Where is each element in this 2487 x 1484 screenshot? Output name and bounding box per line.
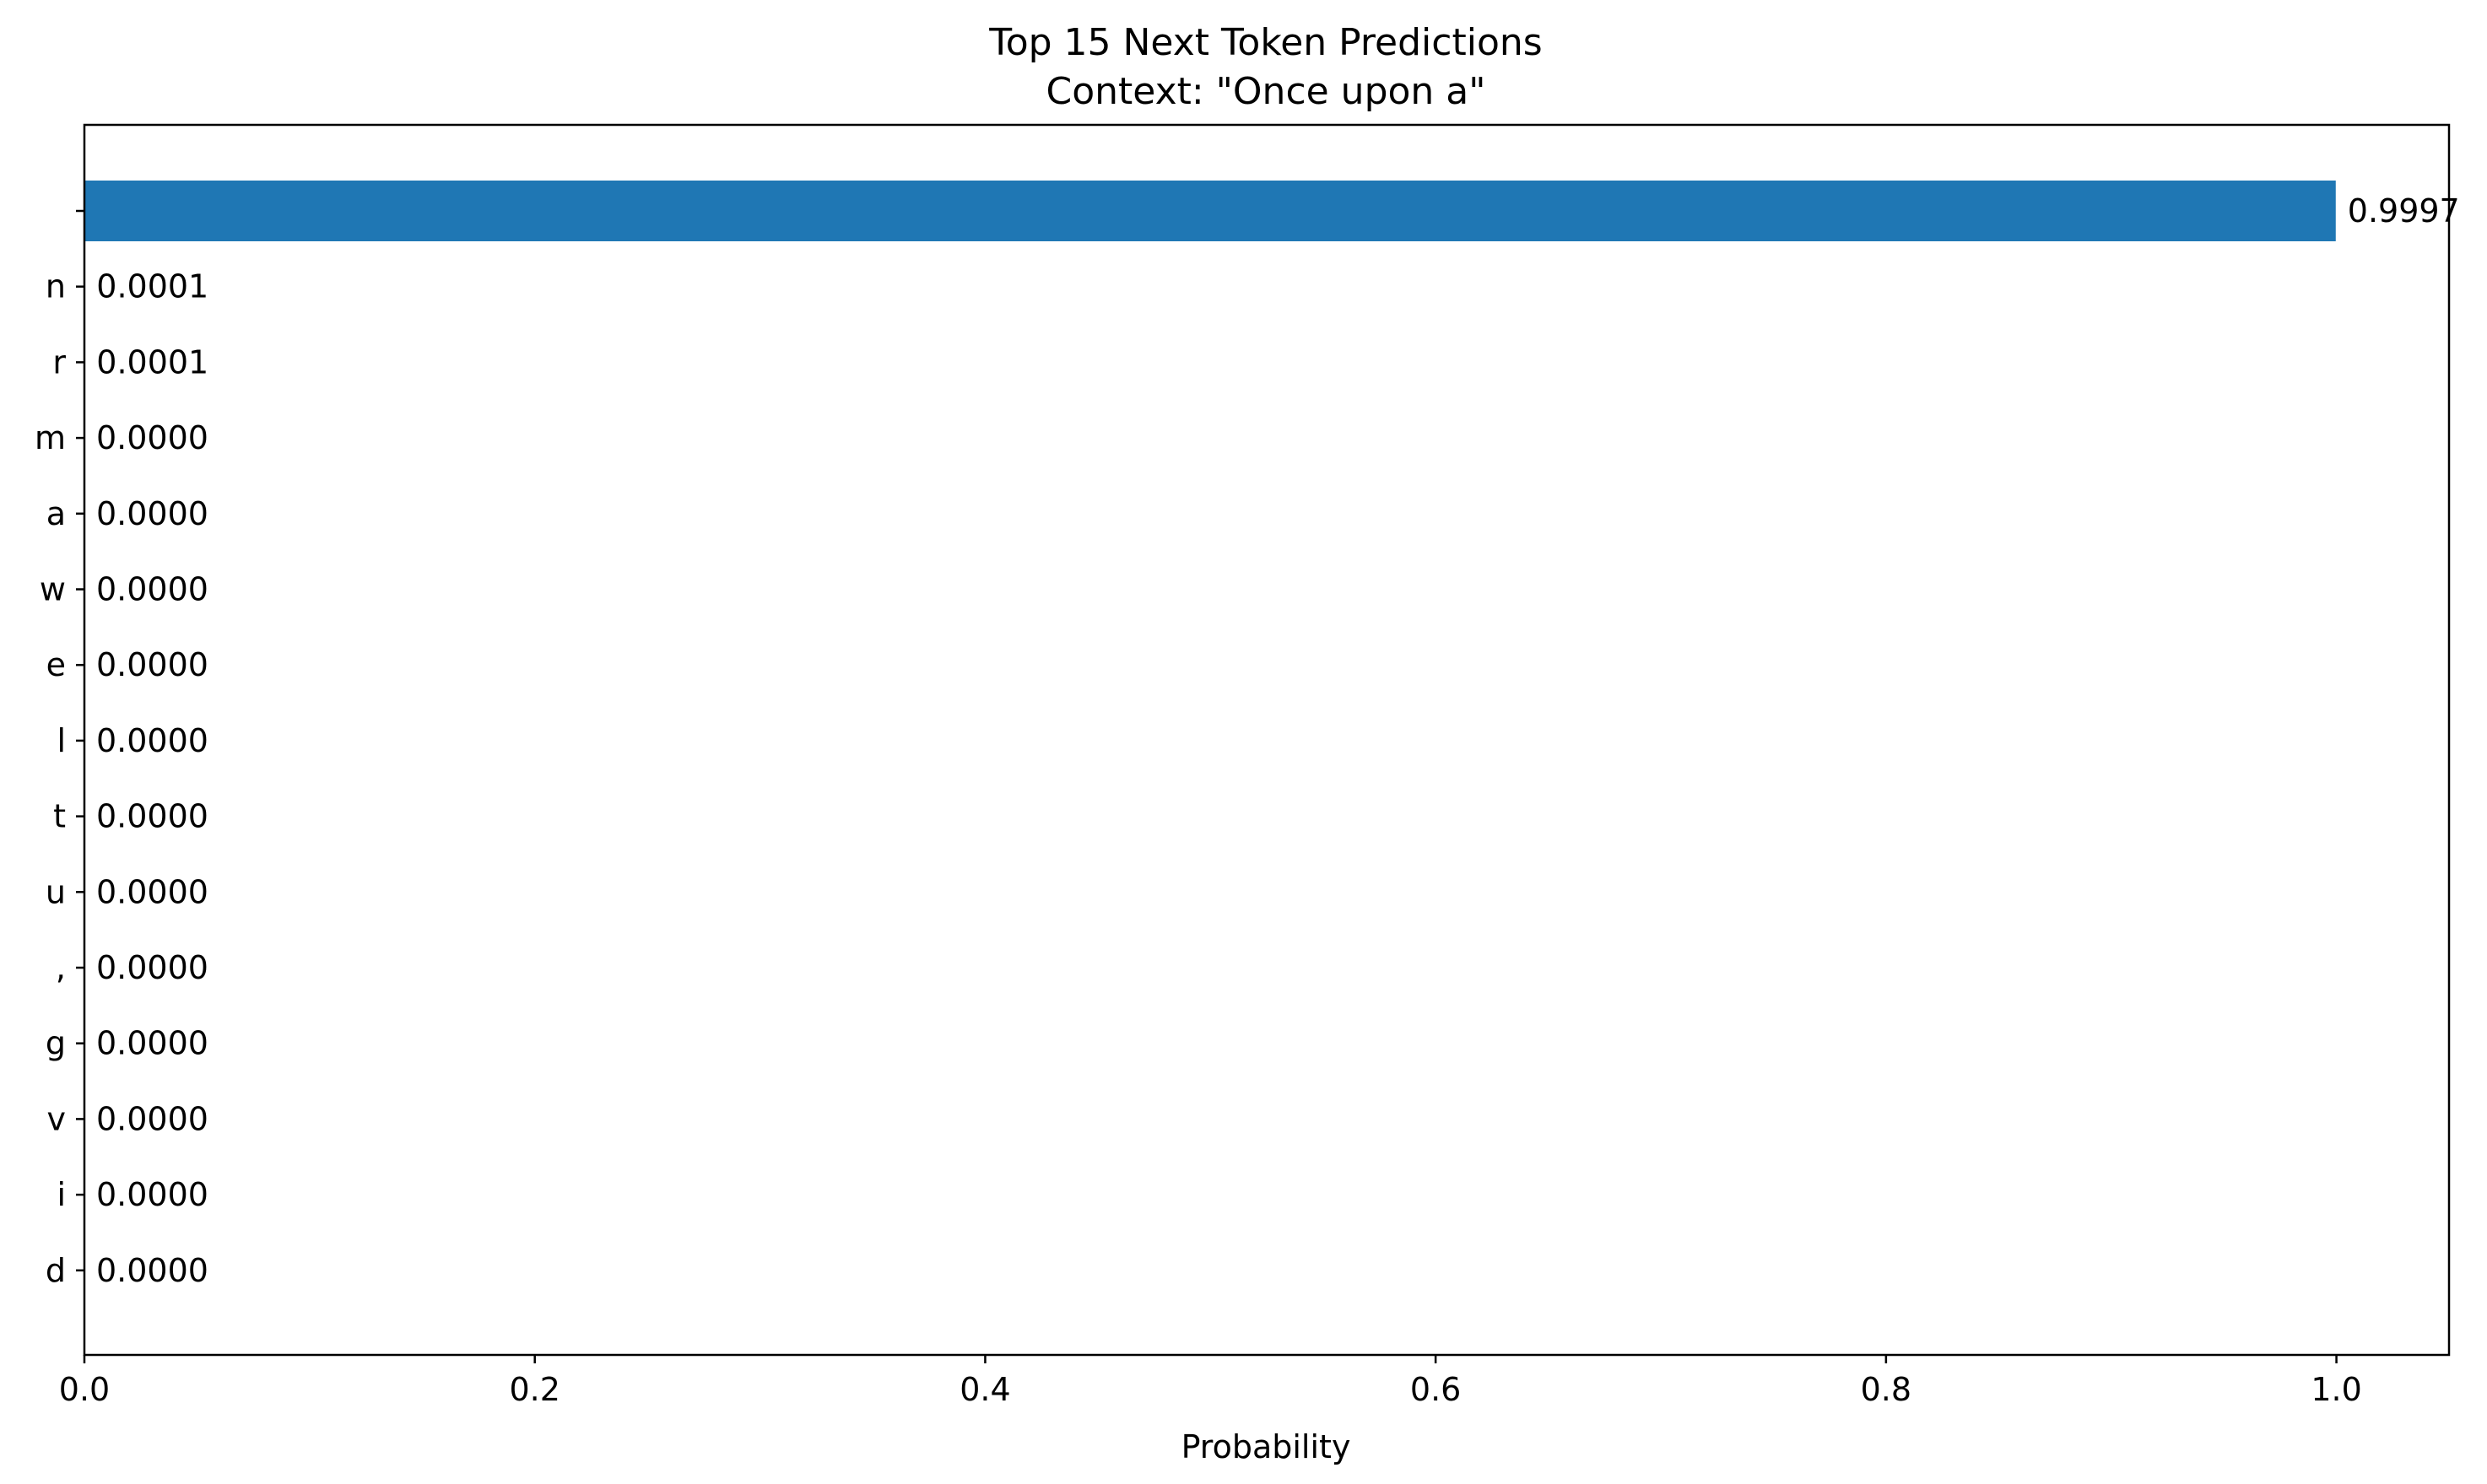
y-tick-label-8: t: [53, 798, 66, 835]
value-label-1: 0.0001: [96, 268, 208, 305]
y-tick-label-0: [56, 192, 66, 229]
value-label-10: 0.0000: [96, 949, 208, 986]
bar-0: [84, 181, 2336, 241]
value-label-7: 0.0000: [96, 722, 208, 759]
value-label-8: 0.0000: [96, 798, 208, 835]
y-tick-label-14: d: [46, 1252, 66, 1289]
value-label-14: 0.0000: [96, 1252, 208, 1289]
value-label-9: 0.0000: [96, 873, 208, 910]
value-label-11: 0.0000: [96, 1025, 208, 1062]
y-tick-label-9: u: [46, 873, 66, 910]
y-tick-label-10: ,: [56, 949, 66, 986]
value-labels-layer: 0.9997 0.0001 0.0001 0.0000 0.0000 0.0000 0.00…: [96, 192, 2460, 1289]
y-tick-label-12: v: [47, 1100, 67, 1137]
x-tick-label-5: 1.0: [2311, 1371, 2361, 1408]
x-tick-label-3: 0.6: [1410, 1371, 1461, 1408]
value-label-3: 0.0000: [96, 419, 208, 456]
value-label-2: 0.0001: [96, 343, 208, 380]
x-tick-label-0: 0.0: [59, 1371, 110, 1408]
value-label-4: 0.0000: [96, 495, 208, 532]
x-tick-label-1: 0.2: [509, 1371, 560, 1408]
y-tick-label-5: w: [40, 571, 66, 608]
x-tick-label-4: 0.8: [1861, 1371, 1911, 1408]
value-label-0: 0.9997: [2348, 192, 2460, 229]
y-tick-label-2: r: [52, 343, 66, 380]
value-label-6: 0.0000: [96, 646, 208, 683]
plot-frame: [83, 123, 2451, 1357]
y-tick-label-11: g: [46, 1025, 66, 1062]
value-label-12: 0.0000: [96, 1100, 208, 1137]
y-tick-label-13: i: [57, 1176, 66, 1213]
chart-title: Top 15 Next Token Predictions: [988, 21, 1542, 64]
y-tick-label-7: l: [57, 722, 66, 759]
y-tick-label-6: e: [46, 646, 66, 683]
x-tick-label-2: 0.4: [960, 1371, 1010, 1408]
value-label-13: 0.0000: [96, 1176, 208, 1213]
ticks-layer: n r m a w e l t u, g v i d 0.0 0.2 0.4 0.6 0.8 1.0: [35, 192, 2362, 1408]
value-label-5: 0.0000: [96, 571, 208, 608]
x-axis-label: Probability: [1181, 1428, 1351, 1465]
y-tick-label-4: a: [46, 495, 66, 532]
chart-subtitle: Context: "Once upon a": [1046, 70, 1486, 113]
y-tick-label-3: m: [35, 419, 66, 456]
y-tick-label-1: n: [46, 268, 66, 305]
bars-layer: [84, 181, 2336, 393]
